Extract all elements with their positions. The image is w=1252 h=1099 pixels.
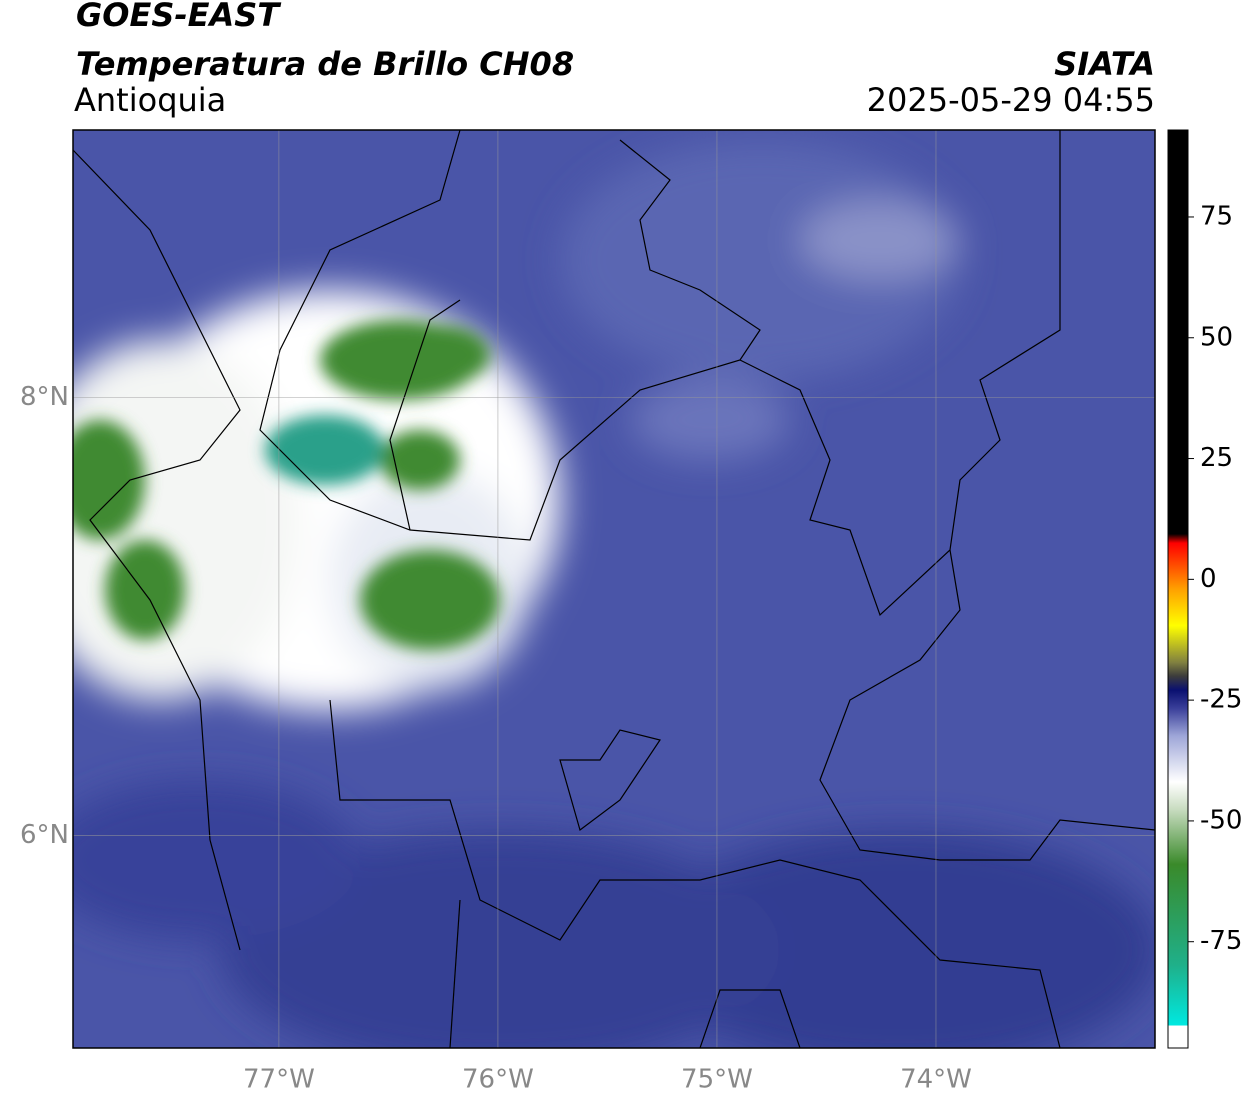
colorbar-tick-label: 75 bbox=[1200, 201, 1233, 231]
title: GOES-EAST bbox=[76, 0, 281, 34]
borders bbox=[73, 130, 1155, 1048]
x-tick-label: 76°W bbox=[462, 1065, 534, 1095]
y-tick-label: 6°N bbox=[20, 820, 69, 850]
colorbar-tick-label: -50 bbox=[1200, 805, 1242, 835]
subtitle: Temperatura de Brillo CH08 bbox=[76, 45, 574, 83]
colorbar-tick-label: -75 bbox=[1200, 926, 1242, 956]
x-tick-label: 74°W bbox=[900, 1065, 972, 1095]
x-tick-label: 77°W bbox=[243, 1065, 315, 1095]
y-tick-label: 8°N bbox=[20, 382, 69, 412]
colorbar-tick-label: -25 bbox=[1200, 685, 1242, 715]
datetime: 2025-05-29 04:55 bbox=[867, 81, 1155, 119]
source: SIATA bbox=[1054, 45, 1155, 83]
colorbar-tick-label: 25 bbox=[1200, 443, 1233, 473]
grid bbox=[73, 130, 1155, 1048]
colorbar-tick-label: 50 bbox=[1200, 322, 1233, 352]
region: Antioquia bbox=[74, 81, 226, 119]
colorbar bbox=[1167, 129, 1189, 1049]
x-tick-label: 75°W bbox=[681, 1065, 753, 1095]
map-frame bbox=[72, 129, 1156, 1049]
colorbar-tick-label: 0 bbox=[1200, 564, 1217, 594]
satellite-image bbox=[73, 130, 1155, 1048]
